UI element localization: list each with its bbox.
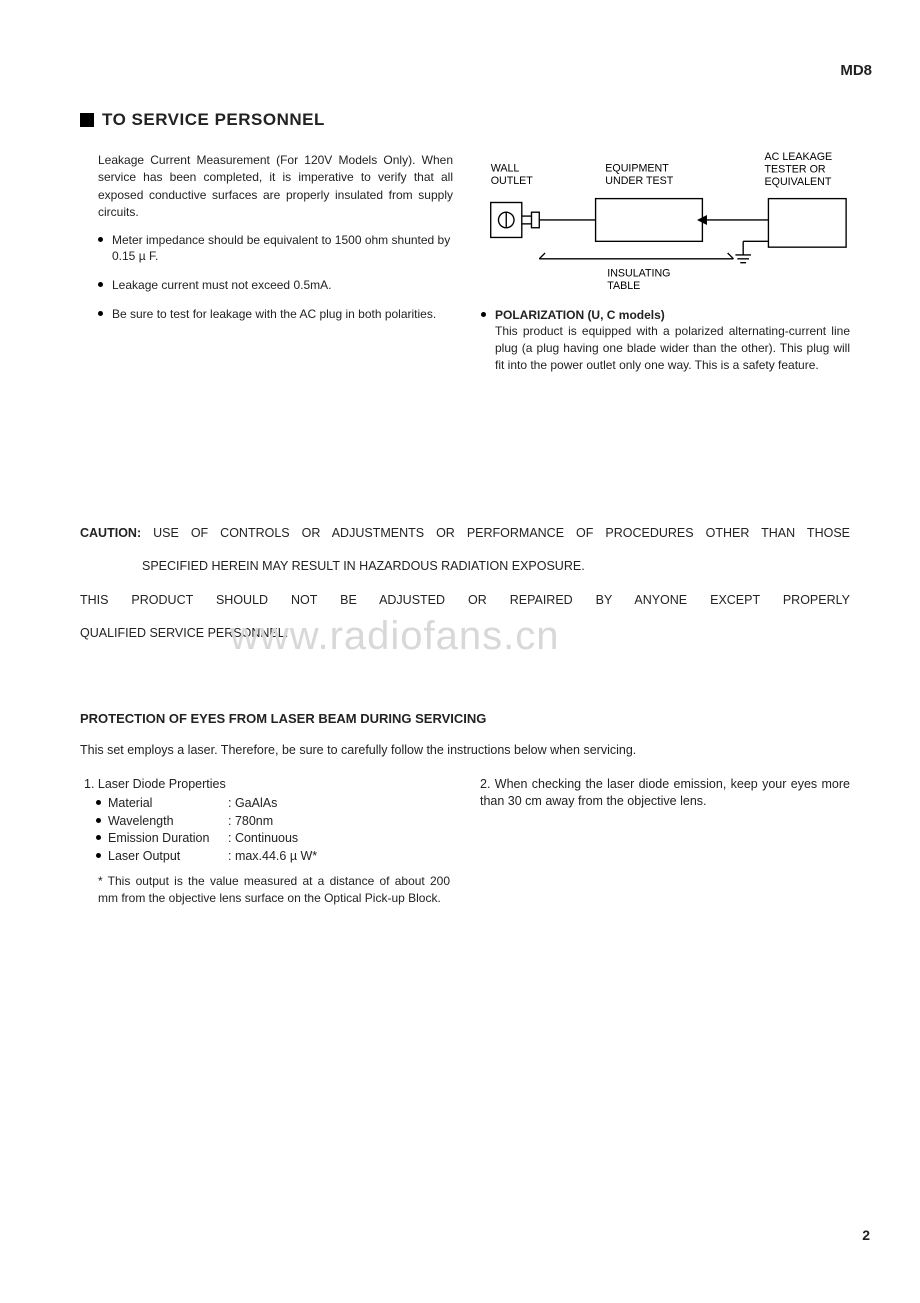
- upper-columns: Leakage Current Measurement (For 120V Mo…: [98, 152, 850, 374]
- leakage-intro: Leakage Current Measurement (For 120V Mo…: [98, 152, 453, 222]
- title-bullet-square: [80, 113, 94, 127]
- caution-block: CAUTION: USE OF CONTROLS OR ADJUSTMENTS …: [80, 524, 850, 644]
- caution-line2b: QUALIFIED SERVICE PERSONNEL.: [80, 624, 850, 643]
- svg-text:UNDER TEST: UNDER TEST: [605, 175, 673, 187]
- caution-line2a: THIS PRODUCT SHOULD NOT BE ADJUSTED OR R…: [80, 591, 850, 610]
- diagram-label-equipment: EQUIPMENT: [605, 162, 669, 174]
- polarization-body: This product is equipped with a polarize…: [495, 324, 850, 372]
- bullet-item: Meter impedance should be equivalent to …: [98, 232, 453, 266]
- laser-right-col: 2. When checking the laser diode emissio…: [480, 776, 850, 907]
- bullet-item: Be sure to test for leakage with the AC …: [98, 306, 453, 323]
- caution-line1b: SPECIFIED HEREIN MAY RESULT IN HAZARDOUS…: [80, 557, 850, 576]
- leakage-test-diagram: WALL OUTLET EQUIPMENT UNDER TEST AC LEAK…: [481, 152, 850, 298]
- laser-footnote: * This output is the value measured at a…: [98, 873, 450, 907]
- prop-row: Emission Duration: Continuous: [96, 830, 450, 848]
- caution-line1a: USE OF CONTROLS OR ADJUSTMENTS OR PERFOR…: [153, 526, 850, 540]
- right-column: WALL OUTLET EQUIPMENT UNDER TEST AC LEAK…: [481, 152, 850, 374]
- model-tag: MD8: [840, 62, 872, 79]
- page-number: 2: [862, 1227, 870, 1243]
- laser-columns: 1. Laser Diode Properties Material: GaAl…: [80, 776, 850, 907]
- svg-text:OUTLET: OUTLET: [491, 175, 534, 187]
- prop-row: Material: GaAlAs: [96, 795, 450, 813]
- polarization-title: POLARIZATION (U, C models): [495, 308, 665, 322]
- protection-title: PROTECTION OF EYES FROM LASER BEAM DURIN…: [80, 711, 850, 726]
- laser-item1-lead: 1. Laser Diode Properties: [84, 776, 450, 794]
- laser-props-block: 1. Laser Diode Properties Material: GaAl…: [84, 776, 450, 907]
- diagram-label-table: INSULATING: [607, 267, 670, 279]
- svg-text:EQUIVALENT: EQUIVALENT: [765, 176, 832, 188]
- svg-text:TESTER OR: TESTER OR: [765, 163, 826, 175]
- section1-title-row: TO SERVICE PERSONNEL: [80, 110, 850, 130]
- prop-row: Laser Output: max.44.6 µ W*: [96, 848, 450, 866]
- left-column: Leakage Current Measurement (For 120V Mo…: [98, 152, 453, 374]
- section1-title: TO SERVICE PERSONNEL: [102, 110, 325, 130]
- laser-item2: 2. When checking the laser diode emissio…: [480, 776, 850, 811]
- caution-lead: CAUTION:: [80, 526, 141, 540]
- polarization-block: POLARIZATION (U, C models) This product …: [481, 307, 850, 374]
- prop-row: Wavelength: 780nm: [96, 813, 450, 831]
- diagram-label-tester: AC LEAKAGE: [765, 152, 833, 163]
- protection-intro: This set employs a laser. Therefore, be …: [80, 742, 850, 760]
- laser-left-col: 1. Laser Diode Properties Material: GaAl…: [80, 776, 450, 907]
- leakage-bullet-list: Meter impedance should be equivalent to …: [98, 232, 453, 323]
- bullet-item: Leakage current must not exceed 0.5mA.: [98, 277, 453, 294]
- diagram-label-wall: WALL: [491, 162, 520, 174]
- laser-prop-list: Material: GaAlAs Wavelength: 780nm Emiss…: [96, 795, 450, 865]
- svg-text:TABLE: TABLE: [607, 280, 640, 292]
